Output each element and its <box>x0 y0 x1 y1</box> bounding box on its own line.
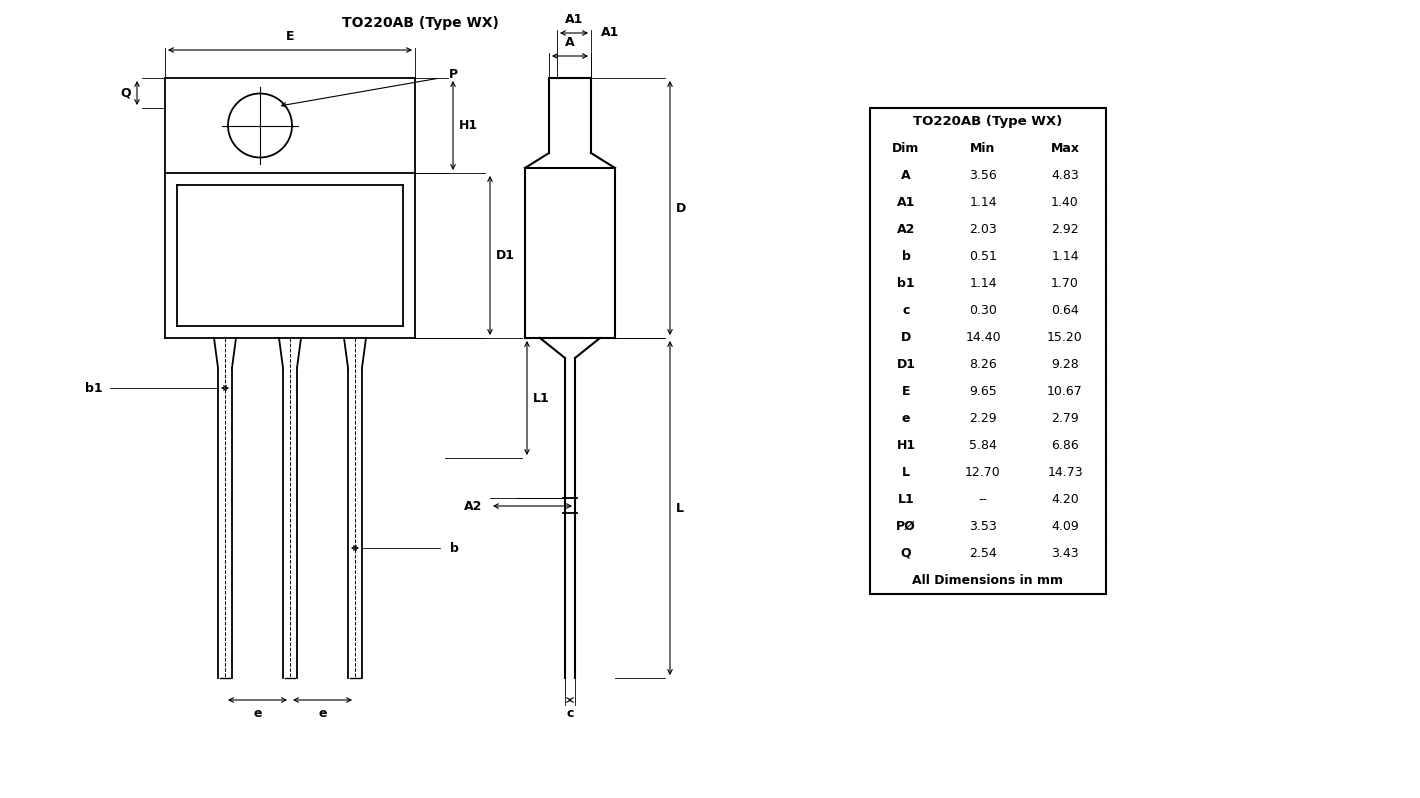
Text: A1: A1 <box>897 196 914 209</box>
Text: 1.40: 1.40 <box>1051 196 1079 209</box>
Text: e: e <box>253 707 261 720</box>
Text: b1: b1 <box>897 277 914 290</box>
Text: Q: Q <box>900 547 912 560</box>
Text: L1: L1 <box>897 493 914 506</box>
Text: c: c <box>902 304 910 317</box>
Text: E: E <box>285 30 294 43</box>
Text: Dim: Dim <box>892 142 920 155</box>
Text: Max: Max <box>1051 142 1079 155</box>
Text: L1: L1 <box>532 392 550 405</box>
Text: 0.51: 0.51 <box>968 250 997 263</box>
Text: D1: D1 <box>496 249 515 262</box>
Text: D1: D1 <box>896 358 916 371</box>
Text: A1: A1 <box>601 26 619 39</box>
Text: 8.26: 8.26 <box>968 358 997 371</box>
Text: b1: b1 <box>85 381 104 394</box>
Text: 14.73: 14.73 <box>1047 466 1083 479</box>
Text: 3.56: 3.56 <box>968 169 997 182</box>
Text: L: L <box>676 501 684 515</box>
Text: All Dimensions in mm: All Dimensions in mm <box>913 574 1064 587</box>
Text: 2.92: 2.92 <box>1051 223 1079 236</box>
Text: D: D <box>900 331 912 344</box>
Text: A1: A1 <box>565 13 584 26</box>
Text: 3.43: 3.43 <box>1051 547 1079 560</box>
Text: 12.70: 12.70 <box>966 466 1001 479</box>
Text: 4.20: 4.20 <box>1051 493 1079 506</box>
Text: 4.83: 4.83 <box>1051 169 1079 182</box>
Text: TO220AB (Type WX): TO220AB (Type WX) <box>913 115 1062 128</box>
Text: 3.53: 3.53 <box>968 520 997 533</box>
Text: A2: A2 <box>463 500 481 512</box>
Text: 1.14: 1.14 <box>970 196 997 209</box>
Text: 0.64: 0.64 <box>1051 304 1079 317</box>
Text: P: P <box>449 69 459 81</box>
Text: 1.70: 1.70 <box>1051 277 1079 290</box>
Text: A2: A2 <box>897 223 914 236</box>
Text: A: A <box>902 169 910 182</box>
Text: 14.40: 14.40 <box>966 331 1001 344</box>
Text: b: b <box>450 542 459 555</box>
Text: Q: Q <box>121 86 131 100</box>
Text: e: e <box>318 707 327 720</box>
Text: 0.30: 0.30 <box>968 304 997 317</box>
Text: TO220AB (Type WX): TO220AB (Type WX) <box>342 16 498 30</box>
Text: 10.67: 10.67 <box>1047 385 1083 398</box>
Text: 4.09: 4.09 <box>1051 520 1079 533</box>
Text: 6.86: 6.86 <box>1051 439 1079 452</box>
Text: 15.20: 15.20 <box>1047 331 1083 344</box>
Text: E: E <box>902 385 910 398</box>
Text: 2.03: 2.03 <box>968 223 997 236</box>
Text: e: e <box>902 412 910 425</box>
Text: b: b <box>902 250 910 263</box>
Text: A: A <box>565 36 575 49</box>
Text: PØ: PØ <box>896 520 916 533</box>
Bar <box>870 108 1106 594</box>
Text: Min: Min <box>970 142 995 155</box>
Text: 1.14: 1.14 <box>970 277 997 290</box>
Text: L: L <box>902 466 910 479</box>
Text: c: c <box>567 707 574 720</box>
Text: 2.54: 2.54 <box>968 547 997 560</box>
Text: 2.79: 2.79 <box>1051 412 1079 425</box>
Text: D: D <box>676 202 686 215</box>
Text: 9.28: 9.28 <box>1051 358 1079 371</box>
Text: 1.14: 1.14 <box>1051 250 1079 263</box>
Text: 5.84: 5.84 <box>968 439 997 452</box>
Text: 2.29: 2.29 <box>970 412 997 425</box>
Text: H1: H1 <box>459 119 479 132</box>
Text: H1: H1 <box>896 439 916 452</box>
Text: --: -- <box>978 493 987 506</box>
Text: 9.65: 9.65 <box>968 385 997 398</box>
